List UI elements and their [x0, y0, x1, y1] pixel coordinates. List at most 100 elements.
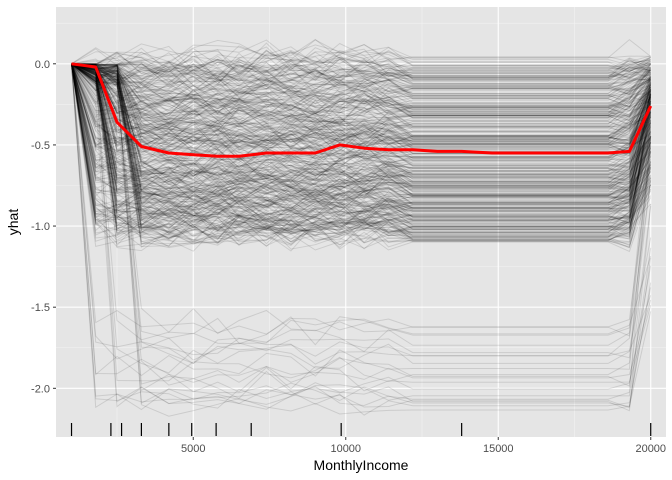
ice-curve [71, 63, 652, 177]
ice-curve [71, 63, 652, 242]
ice-curve [71, 63, 652, 241]
ice-curve [71, 63, 652, 96]
ice-curve [71, 63, 652, 143]
ice-curve [71, 38, 652, 68]
ice-curve [71, 63, 652, 210]
ice-curve [71, 63, 652, 225]
ice-curve [71, 63, 652, 134]
ice-curve [71, 63, 652, 187]
ice-curve [71, 63, 652, 212]
ice-curve [71, 63, 652, 149]
ice-curve [71, 63, 652, 206]
ice-curve [71, 63, 652, 206]
ice-curves [71, 38, 652, 417]
ice-curve [71, 63, 652, 365]
ice-curve [71, 63, 651, 98]
ice-curve [71, 63, 652, 235]
ice-curve [71, 63, 651, 132]
ice-curve [71, 63, 652, 199]
ice-curve [71, 61, 651, 88]
ice-curve [71, 63, 652, 226]
ice-curve [71, 63, 651, 103]
ice-curve [71, 63, 652, 198]
x-tick-label: 15000 [483, 443, 514, 455]
ice-curve [71, 63, 652, 158]
ice-curve [71, 63, 652, 212]
ice-curve [71, 63, 652, 219]
ice-curve [71, 53, 652, 82]
grid-major [56, 7, 666, 437]
ice-curve [71, 63, 652, 184]
ice-curve [71, 63, 652, 154]
ice-curve [71, 57, 651, 83]
ice-curve [71, 63, 652, 234]
ice-curve [71, 63, 651, 129]
ice-curve [71, 49, 651, 78]
ice-curve [71, 63, 652, 208]
ice-curve [71, 63, 652, 211]
ice-curve [71, 63, 652, 157]
x-axis-title: MonthlyIncome [314, 457, 409, 473]
ice-curve [71, 63, 652, 234]
ice-curve [71, 63, 652, 160]
ice-curve [71, 63, 652, 245]
ice-curve [71, 63, 652, 241]
ice-curve [71, 63, 652, 193]
ice-curve [71, 63, 652, 118]
ice-curve [71, 63, 652, 159]
ice-curve [71, 63, 652, 177]
ice-curve [71, 63, 652, 400]
ice-curve [71, 63, 652, 203]
ice-curve [71, 63, 652, 184]
grid-minor [56, 7, 666, 437]
ice-curve [71, 63, 652, 114]
ice-curve [71, 63, 652, 393]
ice-curve [71, 63, 652, 344]
ice-curve [71, 63, 652, 142]
ice-curve [71, 63, 652, 136]
ice-curve [71, 63, 652, 247]
ice-curve [71, 63, 652, 120]
ice-curve [71, 63, 652, 96]
ice-curve [71, 63, 652, 178]
ice-curve [71, 58, 651, 78]
ice-curve [71, 63, 652, 224]
ice-curve [71, 63, 651, 99]
ice-curve [71, 63, 652, 152]
rug-marks [70, 423, 652, 436]
ice-curve [71, 63, 652, 247]
ice-curve [71, 63, 652, 176]
ice-curve [71, 60, 651, 86]
ice-curve [71, 62, 651, 91]
ice-curve [71, 63, 652, 239]
ice-curve [71, 63, 652, 250]
ice-curve [71, 63, 652, 183]
ice-curve [71, 63, 651, 121]
ice-curve [71, 63, 652, 223]
ice-curve [71, 63, 652, 231]
ice-curve [71, 63, 652, 187]
ice-curve [71, 63, 652, 207]
ice-curve [71, 63, 652, 356]
ice-curve [71, 63, 652, 126]
ice-curve [71, 63, 652, 234]
ice-curve [71, 63, 652, 185]
y-axis: 0.0 -0.5 -1.0 -1.5 -2.0 [31, 59, 56, 395]
ice-curve [71, 63, 652, 227]
ice-curve [71, 63, 652, 232]
ice-curve [71, 63, 652, 176]
ice-curve [71, 63, 652, 217]
ice-curve [71, 63, 651, 108]
ice-curve [71, 63, 652, 125]
ice-curve [71, 58, 651, 83]
ice-curve [71, 63, 652, 229]
ice-curve [71, 63, 652, 192]
ice-curve [71, 63, 651, 145]
ice-curve [71, 63, 652, 197]
ice-curve [71, 63, 652, 337]
ice-curve [71, 63, 651, 103]
ice-curve [71, 63, 652, 169]
ice-curve [71, 63, 652, 191]
ice-curve [71, 48, 651, 77]
